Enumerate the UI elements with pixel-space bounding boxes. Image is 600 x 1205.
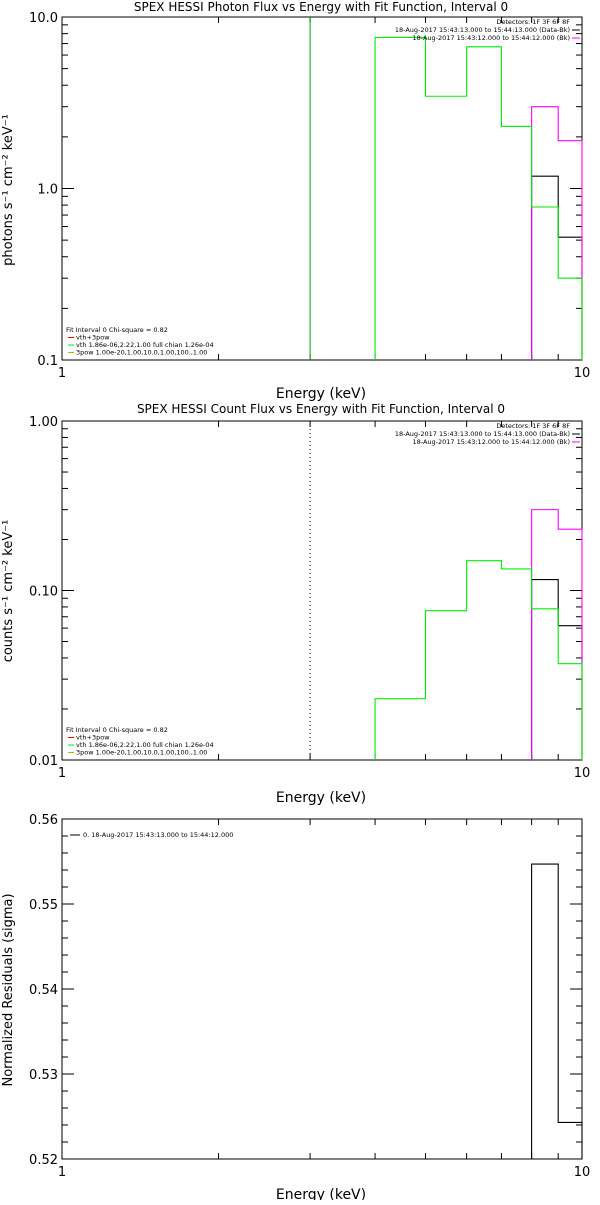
x-tick-label: 10 xyxy=(574,766,591,781)
y-tick-label: 0.52 xyxy=(29,1153,58,1168)
legend-bottom-left-entry: 3pow 1.00e-20,1.00,10.0,1.00,100.,1.00 xyxy=(76,749,207,757)
legend-top-right-entry: 18-Aug-2017 15:43:13.000 to 15:44:13.000… xyxy=(395,430,570,438)
x-tick-label: 1 xyxy=(58,366,66,381)
panel2-title: SPEX HESSI Count Flux vs Energy with Fit… xyxy=(137,402,505,416)
y-tick-label: 0.1 xyxy=(37,354,58,369)
panel-photon-flux: SPEX HESSI Photon Flux vs Energy with Fi… xyxy=(1,0,590,402)
panel2-ylabel: counts s⁻¹ cm⁻² keV⁻¹ xyxy=(1,520,16,663)
panel-residuals: Energy (keV) Normalized Residuals (sigma… xyxy=(1,813,590,1203)
legend-bottom-left-entry: vth+3pow xyxy=(76,734,110,742)
panel3-xlabel: Energy (keV) xyxy=(276,1187,366,1200)
legend-top-right-entry: 18-Aug-2017 15:43:13.000 to 15:44:13.000… xyxy=(395,26,570,34)
x-tick-label: 1 xyxy=(58,1165,66,1180)
y-tick-label: 0.53 xyxy=(29,1068,58,1083)
x-tick-label: 10 xyxy=(574,1165,591,1180)
legend-bottom-left-entry: vth 1.86e-06,2.22,1.00 full chian 1.26e-… xyxy=(76,341,214,349)
legend-bottom-left-entry: vth+3pow xyxy=(76,334,110,342)
y-tick-label: 1.00 xyxy=(29,415,58,430)
legend-top-right-entry: 18-Aug-2017 15:43:12.000 to 15:44:12.000… xyxy=(413,438,570,446)
panel2-plot: 1 100.010.101.00 Detectors: 1F 3F 6F 8F18-… xyxy=(29,415,590,781)
y-tick-label: 0.54 xyxy=(29,983,58,998)
panel1-xlabel: Energy (keV) xyxy=(276,386,366,402)
series-bk xyxy=(531,509,583,760)
y-tick-label: 0.56 xyxy=(29,813,58,828)
y-tick-label: 1.0 xyxy=(37,183,58,198)
panel2-xlabel: Energy (keV) xyxy=(276,790,366,806)
panel3-ylabel: Normalized Residuals (sigma) xyxy=(1,893,16,1086)
panel-count-flux: SPEX HESSI Count Flux vs Energy with Fit… xyxy=(1,402,590,806)
legend-top-right-entry: Detectors: 1F 3F 6F 8F xyxy=(496,422,570,430)
legend-bottom-left-entry: Fit Interval 0 Chi-square = 0.82 xyxy=(66,726,168,734)
legend-bottom-left-entry: 3pow 1.00e-20,1.00,10.0,1.00,100.,1.00 xyxy=(76,349,207,357)
panel3-plot: 1 10 0.52 0.53 0.54 0.55 0.56 0. 18-Aug-2017 15… xyxy=(29,813,590,1180)
panel1-plot: 1 100.11.010.0 Detectors: 1F 3F 6F 8F18-Au… xyxy=(29,11,590,381)
y-tick-label: 0.55 xyxy=(29,898,58,913)
series-vth-3pow xyxy=(374,36,583,360)
panel1-ylabel: photons s⁻¹ cm⁻² keV⁻¹ xyxy=(1,114,16,266)
y-tick-label: 10.0 xyxy=(29,11,58,26)
legend-top-left-entry: 0. 18-Aug-2017 15:43:13.000 to 15:44:12.… xyxy=(83,831,233,839)
legend-top-right-entry: Detectors: 1F 3F 6F 8F xyxy=(496,18,570,26)
legend-bottom-left-entry: vth 1.86e-06,2.22,1.00 full chian 1.26e-… xyxy=(76,741,214,749)
series-residuals xyxy=(531,863,583,1159)
series-vth-3pow xyxy=(374,560,583,760)
x-tick-label: 10 xyxy=(574,366,591,381)
legend-bottom-left-entry: Fit Interval 0 Chi-square = 0.82 xyxy=(66,326,168,334)
x-tick-label: 1 xyxy=(58,766,66,781)
legend-top-right-entry: 18-Aug-2017 15:43:12.000 to 15:44:12.000… xyxy=(413,34,570,42)
panel1-title: SPEX HESSI Photon Flux vs Energy with Fi… xyxy=(134,0,508,14)
y-tick-label: 0.01 xyxy=(29,754,58,769)
y-tick-label: 0.10 xyxy=(29,585,58,600)
